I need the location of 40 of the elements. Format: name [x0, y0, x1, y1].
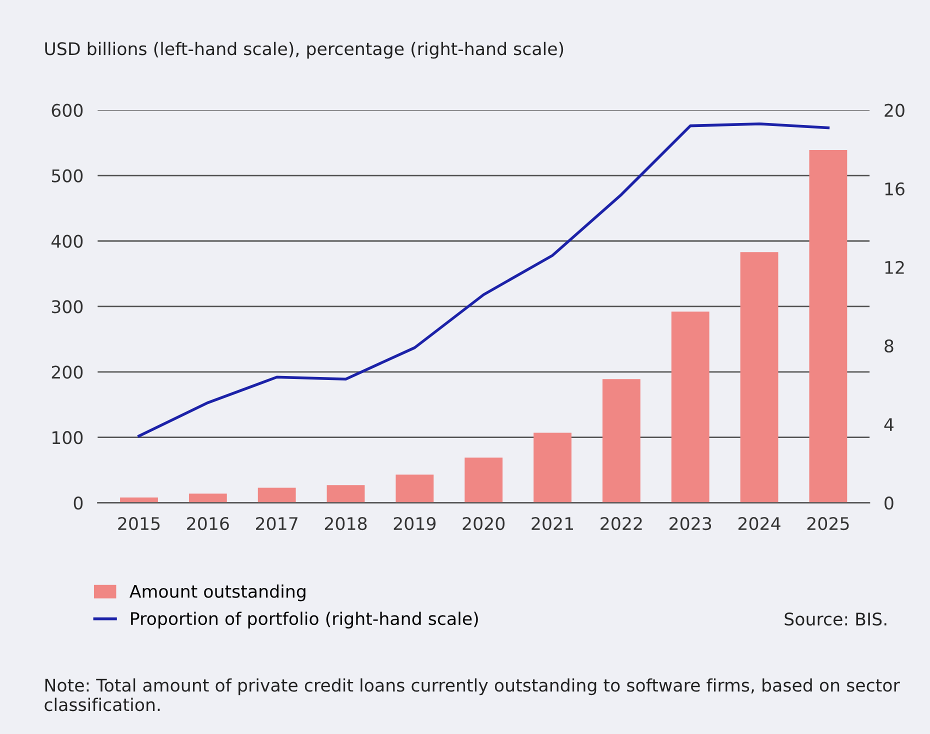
bar [258, 488, 296, 503]
y-tick-label: 200 [52, 366, 83, 379]
bar [740, 252, 778, 503]
y2-tick-label: 16 [885, 182, 904, 196]
x-tick-label: 2023 [670, 516, 712, 530]
x-tick-label: 2024 [738, 516, 780, 530]
y2-tick-label: 12 [885, 260, 904, 274]
x-tick-label: 2018 [324, 516, 367, 530]
y2-tick-label: 8 [884, 339, 894, 353]
y-tick-label: 500 [52, 169, 83, 182]
y-axis-title: USD billions (left-hand scale), percentage (right-hand scale) [45, 42, 564, 59]
bar [188, 494, 227, 503]
bar [464, 458, 503, 503]
x-tick-label: 2021 [532, 516, 574, 530]
y2-tick-label: 20 [884, 104, 904, 117]
x-tick-label: 2022 [600, 516, 642, 530]
x-tick-label: 2025 [807, 516, 849, 530]
bar [671, 312, 710, 503]
x-tick-label: 2015 [118, 516, 160, 530]
bar [326, 485, 365, 503]
bar [602, 379, 640, 503]
y2-tick-label: 4 [884, 418, 894, 431]
bar [809, 150, 848, 503]
y-tick-label: 0 [74, 496, 83, 510]
line-series [138, 122, 830, 438]
legend-label: Amount outstanding [130, 584, 306, 602]
bar [534, 432, 572, 503]
source-note: Source: BIS. [784, 612, 886, 626]
x-tick-label: 2019 [394, 516, 436, 530]
text: Note: Total amount of private credit loans currently outstanding to software firms, based on sector classification. [44, 678, 900, 712]
y-tick-label: 600 [52, 104, 83, 117]
legend-label: Proportion of portfolio (right-hand scale) [131, 612, 478, 628]
x-tick-label: 2020 [462, 516, 505, 530]
y-tick-label: 100 [52, 431, 83, 444]
y-tick-label: 300 [52, 300, 83, 314]
x-tick-label: 2017 [256, 516, 298, 530]
y-tick-label: 400 [51, 234, 83, 248]
y2-tick-label: 0 [884, 496, 894, 510]
x-tick-label: 2016 [187, 516, 229, 530]
bar [396, 474, 434, 503]
